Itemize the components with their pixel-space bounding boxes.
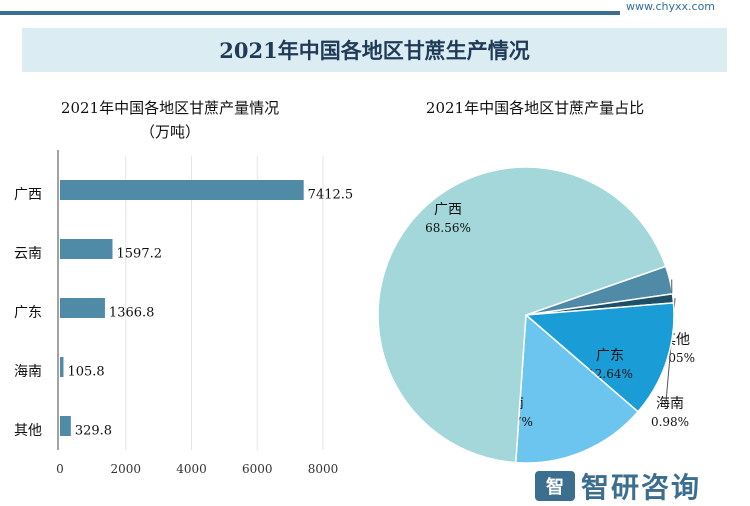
pie-slice-name: 海南 — [656, 396, 684, 412]
pie-slice-name: 广东 — [596, 348, 624, 364]
bar-value-label: 105.8 — [67, 365, 104, 380]
pie-slice-name: 广西 — [434, 202, 462, 218]
bar-category-label: 云南 — [14, 246, 42, 262]
bar — [60, 239, 113, 259]
bar-value-label: 7412.5 — [308, 188, 354, 203]
bar-category-label: 广东 — [14, 305, 42, 321]
bar — [60, 357, 63, 377]
bar-x-tick-label: 4000 — [176, 462, 207, 476]
main-title: 2021年中国各地区甘蔗生产情况 — [219, 35, 529, 65]
bar-category-label: 其他 — [14, 423, 42, 439]
bar-value-label: 1597.2 — [117, 247, 163, 262]
bar-value-label: 329.8 — [75, 424, 112, 439]
bar — [60, 416, 71, 436]
bar-x-tick-label: 8000 — [308, 462, 339, 476]
bar-chart: 0 2000 4000 6000 8000 广西 7412.5 云南 1597.2 广东 1366.… — [0, 150, 370, 490]
site-url: www.chyxx.com — [626, 0, 715, 13]
bar-category-label: 海南 — [14, 364, 42, 380]
pie-slice-percent: 68.56% — [425, 221, 471, 235]
bar-category-label: 广西 — [14, 187, 42, 203]
bar-value-label: 1366.8 — [109, 306, 155, 321]
bar-x-tick-label: 6000 — [242, 462, 273, 476]
brand-logo-icon: 智 — [535, 471, 575, 501]
top-line — [0, 11, 620, 15]
bar-x-tick-label: 2000 — [110, 462, 141, 476]
bar — [60, 298, 105, 318]
pie-chart-title: 2021年中国各地区甘蔗产量占比 — [395, 96, 675, 120]
brand-logo: 智 智研咨询 — [535, 466, 701, 506]
bar-chart-title: 2021年中国各地区甘蔗产量情况 — [30, 96, 310, 120]
bar — [60, 180, 304, 200]
bar-x-tick-label: 0 — [56, 462, 64, 476]
pie-slice-percent: 0.98% — [651, 415, 689, 429]
bar-chart-title-block: 2021年中国各地区甘蔗产量情况 （万吨） — [30, 96, 310, 144]
brand-logo-text: 智研咨询 — [581, 466, 701, 506]
main-title-bar: 2021年中国各地区甘蔗生产情况 — [22, 28, 727, 72]
bar-chart-subtitle: （万吨） — [30, 120, 310, 144]
